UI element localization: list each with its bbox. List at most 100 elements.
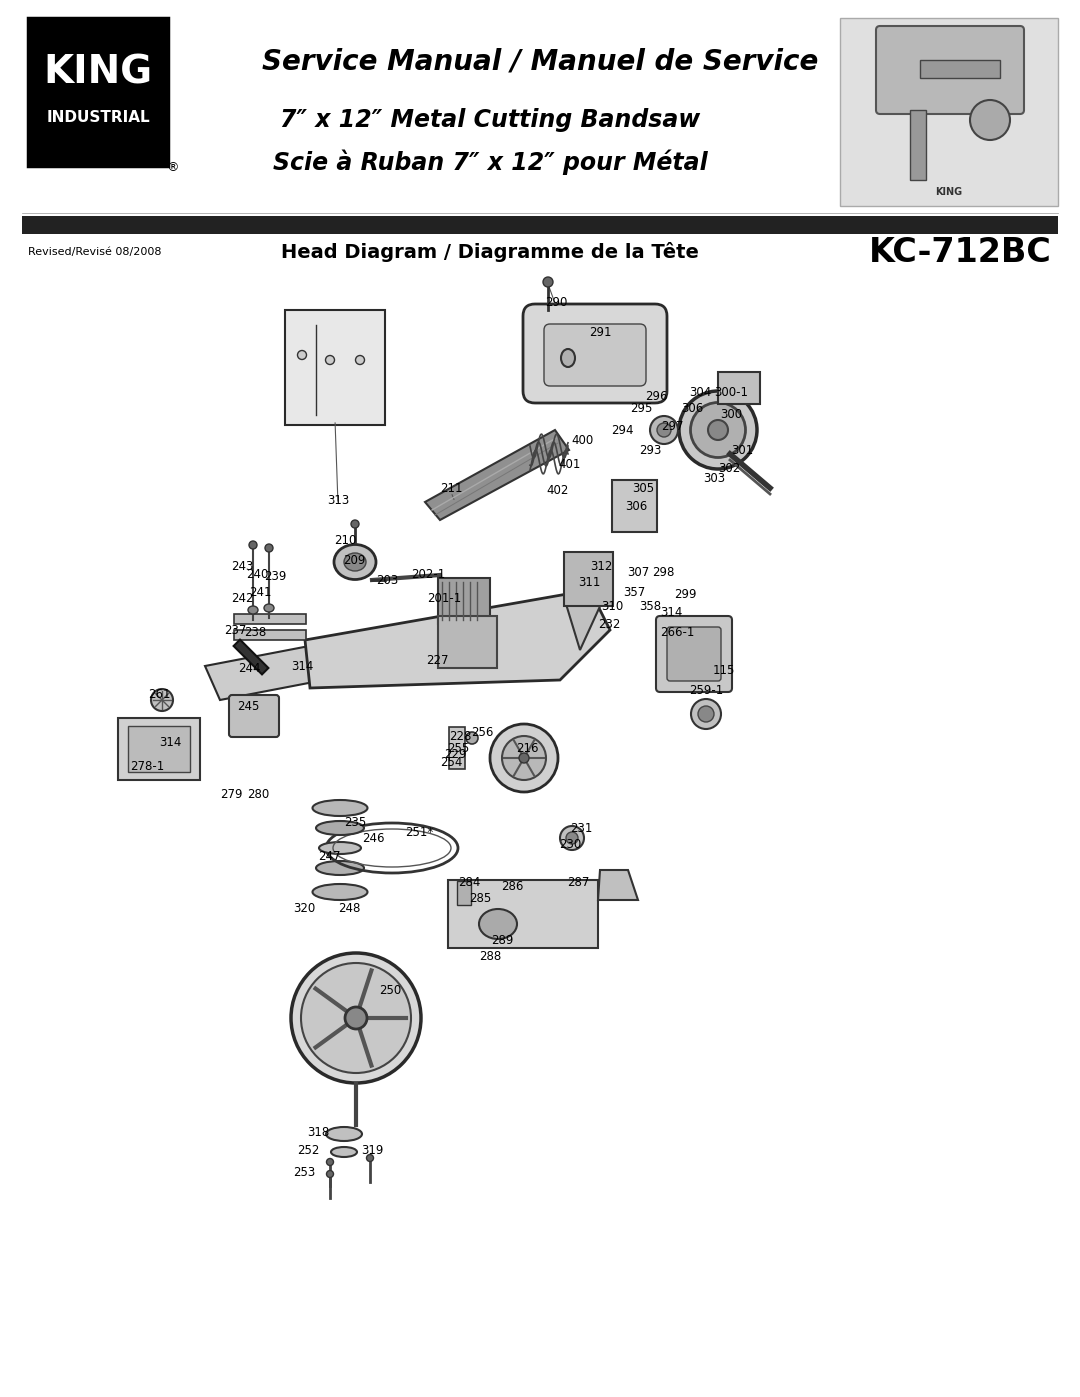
Text: 289: 289: [490, 933, 513, 947]
Text: 295: 295: [630, 401, 652, 415]
Bar: [22, 217, 1058, 235]
Ellipse shape: [249, 541, 257, 549]
Text: 294: 294: [611, 423, 633, 436]
Text: Scie à Ruban 7″ x 12″ pour Métal: Scie à Ruban 7″ x 12″ pour Métal: [272, 149, 707, 175]
Ellipse shape: [264, 604, 274, 612]
Text: 209: 209: [342, 553, 365, 567]
Text: 246: 246: [362, 831, 384, 845]
Text: 400: 400: [571, 433, 593, 447]
Bar: [840, 18, 1058, 205]
Ellipse shape: [248, 606, 258, 615]
Text: 278-1: 278-1: [130, 760, 164, 773]
Text: 293: 293: [638, 443, 661, 457]
Text: Head Diagram / Diagramme de la Tête: Head Diagram / Diagramme de la Tête: [281, 242, 699, 263]
Text: 229: 229: [444, 747, 467, 760]
Text: 285: 285: [469, 891, 491, 904]
Text: 314: 314: [159, 735, 181, 749]
Ellipse shape: [351, 520, 359, 528]
Ellipse shape: [690, 402, 745, 457]
Ellipse shape: [316, 861, 364, 875]
Text: 237: 237: [224, 623, 246, 637]
Text: 287: 287: [567, 876, 590, 888]
Ellipse shape: [698, 705, 714, 722]
Ellipse shape: [561, 826, 584, 849]
FancyBboxPatch shape: [718, 372, 760, 404]
FancyBboxPatch shape: [544, 324, 646, 386]
Text: 319: 319: [361, 1144, 383, 1157]
FancyBboxPatch shape: [564, 552, 613, 606]
Text: 310: 310: [600, 601, 623, 613]
Ellipse shape: [480, 909, 517, 939]
Polygon shape: [205, 597, 595, 700]
Text: 256: 256: [471, 725, 494, 739]
FancyBboxPatch shape: [523, 305, 667, 402]
Text: ®: ®: [165, 162, 178, 175]
FancyBboxPatch shape: [448, 880, 598, 949]
Ellipse shape: [708, 420, 728, 440]
Ellipse shape: [291, 953, 421, 1083]
Polygon shape: [598, 870, 638, 900]
Text: 251*: 251*: [405, 826, 433, 838]
FancyBboxPatch shape: [229, 694, 279, 738]
Ellipse shape: [301, 963, 411, 1073]
Text: 115: 115: [713, 664, 735, 676]
Text: 202-1: 202-1: [410, 567, 445, 581]
Text: 203: 203: [376, 574, 399, 587]
Text: 306: 306: [625, 500, 647, 513]
Ellipse shape: [345, 553, 366, 571]
Text: 247: 247: [318, 849, 340, 862]
Text: 252: 252: [297, 1144, 320, 1157]
Ellipse shape: [543, 277, 553, 286]
Text: 235: 235: [343, 816, 366, 828]
Ellipse shape: [316, 821, 364, 835]
Polygon shape: [305, 590, 610, 687]
Text: 239: 239: [264, 570, 286, 583]
Ellipse shape: [312, 884, 367, 900]
Text: 242: 242: [231, 591, 253, 605]
Text: 238: 238: [244, 626, 266, 638]
Text: 261: 261: [148, 687, 171, 700]
Ellipse shape: [366, 1154, 374, 1161]
Text: 231: 231: [570, 821, 592, 834]
Text: 280: 280: [247, 788, 269, 800]
Ellipse shape: [151, 689, 173, 711]
Text: 402: 402: [546, 483, 569, 496]
Ellipse shape: [465, 732, 478, 745]
Ellipse shape: [657, 423, 671, 437]
Text: KC-712BC: KC-712BC: [869, 236, 1052, 268]
Text: 296: 296: [645, 390, 667, 402]
Text: 320: 320: [293, 901, 315, 915]
Ellipse shape: [330, 1147, 357, 1157]
Ellipse shape: [561, 349, 575, 367]
Text: 284: 284: [458, 876, 481, 888]
Text: 307: 307: [626, 566, 649, 578]
Text: 314: 314: [660, 605, 683, 619]
Ellipse shape: [326, 1127, 362, 1141]
Text: 311: 311: [578, 576, 600, 588]
Text: 7″ x 12″ Metal Cutting Bandsaw: 7″ x 12″ Metal Cutting Bandsaw: [280, 108, 700, 131]
FancyBboxPatch shape: [285, 310, 384, 425]
Ellipse shape: [345, 1007, 367, 1030]
Ellipse shape: [312, 800, 367, 816]
Text: 250: 250: [379, 983, 401, 996]
FancyBboxPatch shape: [118, 718, 200, 780]
Text: 305: 305: [632, 482, 654, 495]
Text: 227: 227: [426, 654, 448, 666]
Text: 232: 232: [598, 617, 620, 630]
Text: 300-1: 300-1: [714, 386, 748, 398]
Text: 244: 244: [238, 662, 260, 675]
Ellipse shape: [334, 545, 376, 580]
Text: 241: 241: [248, 585, 271, 598]
Text: 297: 297: [661, 420, 684, 433]
Text: 299: 299: [674, 588, 697, 601]
Text: 248: 248: [338, 901, 361, 915]
Ellipse shape: [650, 416, 678, 444]
Text: 306: 306: [680, 401, 703, 415]
Bar: [28, 18, 168, 166]
Text: 245: 245: [237, 700, 259, 712]
Text: 290: 290: [544, 296, 567, 309]
Ellipse shape: [326, 1171, 334, 1178]
Text: 210: 210: [334, 534, 356, 546]
FancyBboxPatch shape: [656, 616, 732, 692]
FancyBboxPatch shape: [438, 616, 497, 668]
